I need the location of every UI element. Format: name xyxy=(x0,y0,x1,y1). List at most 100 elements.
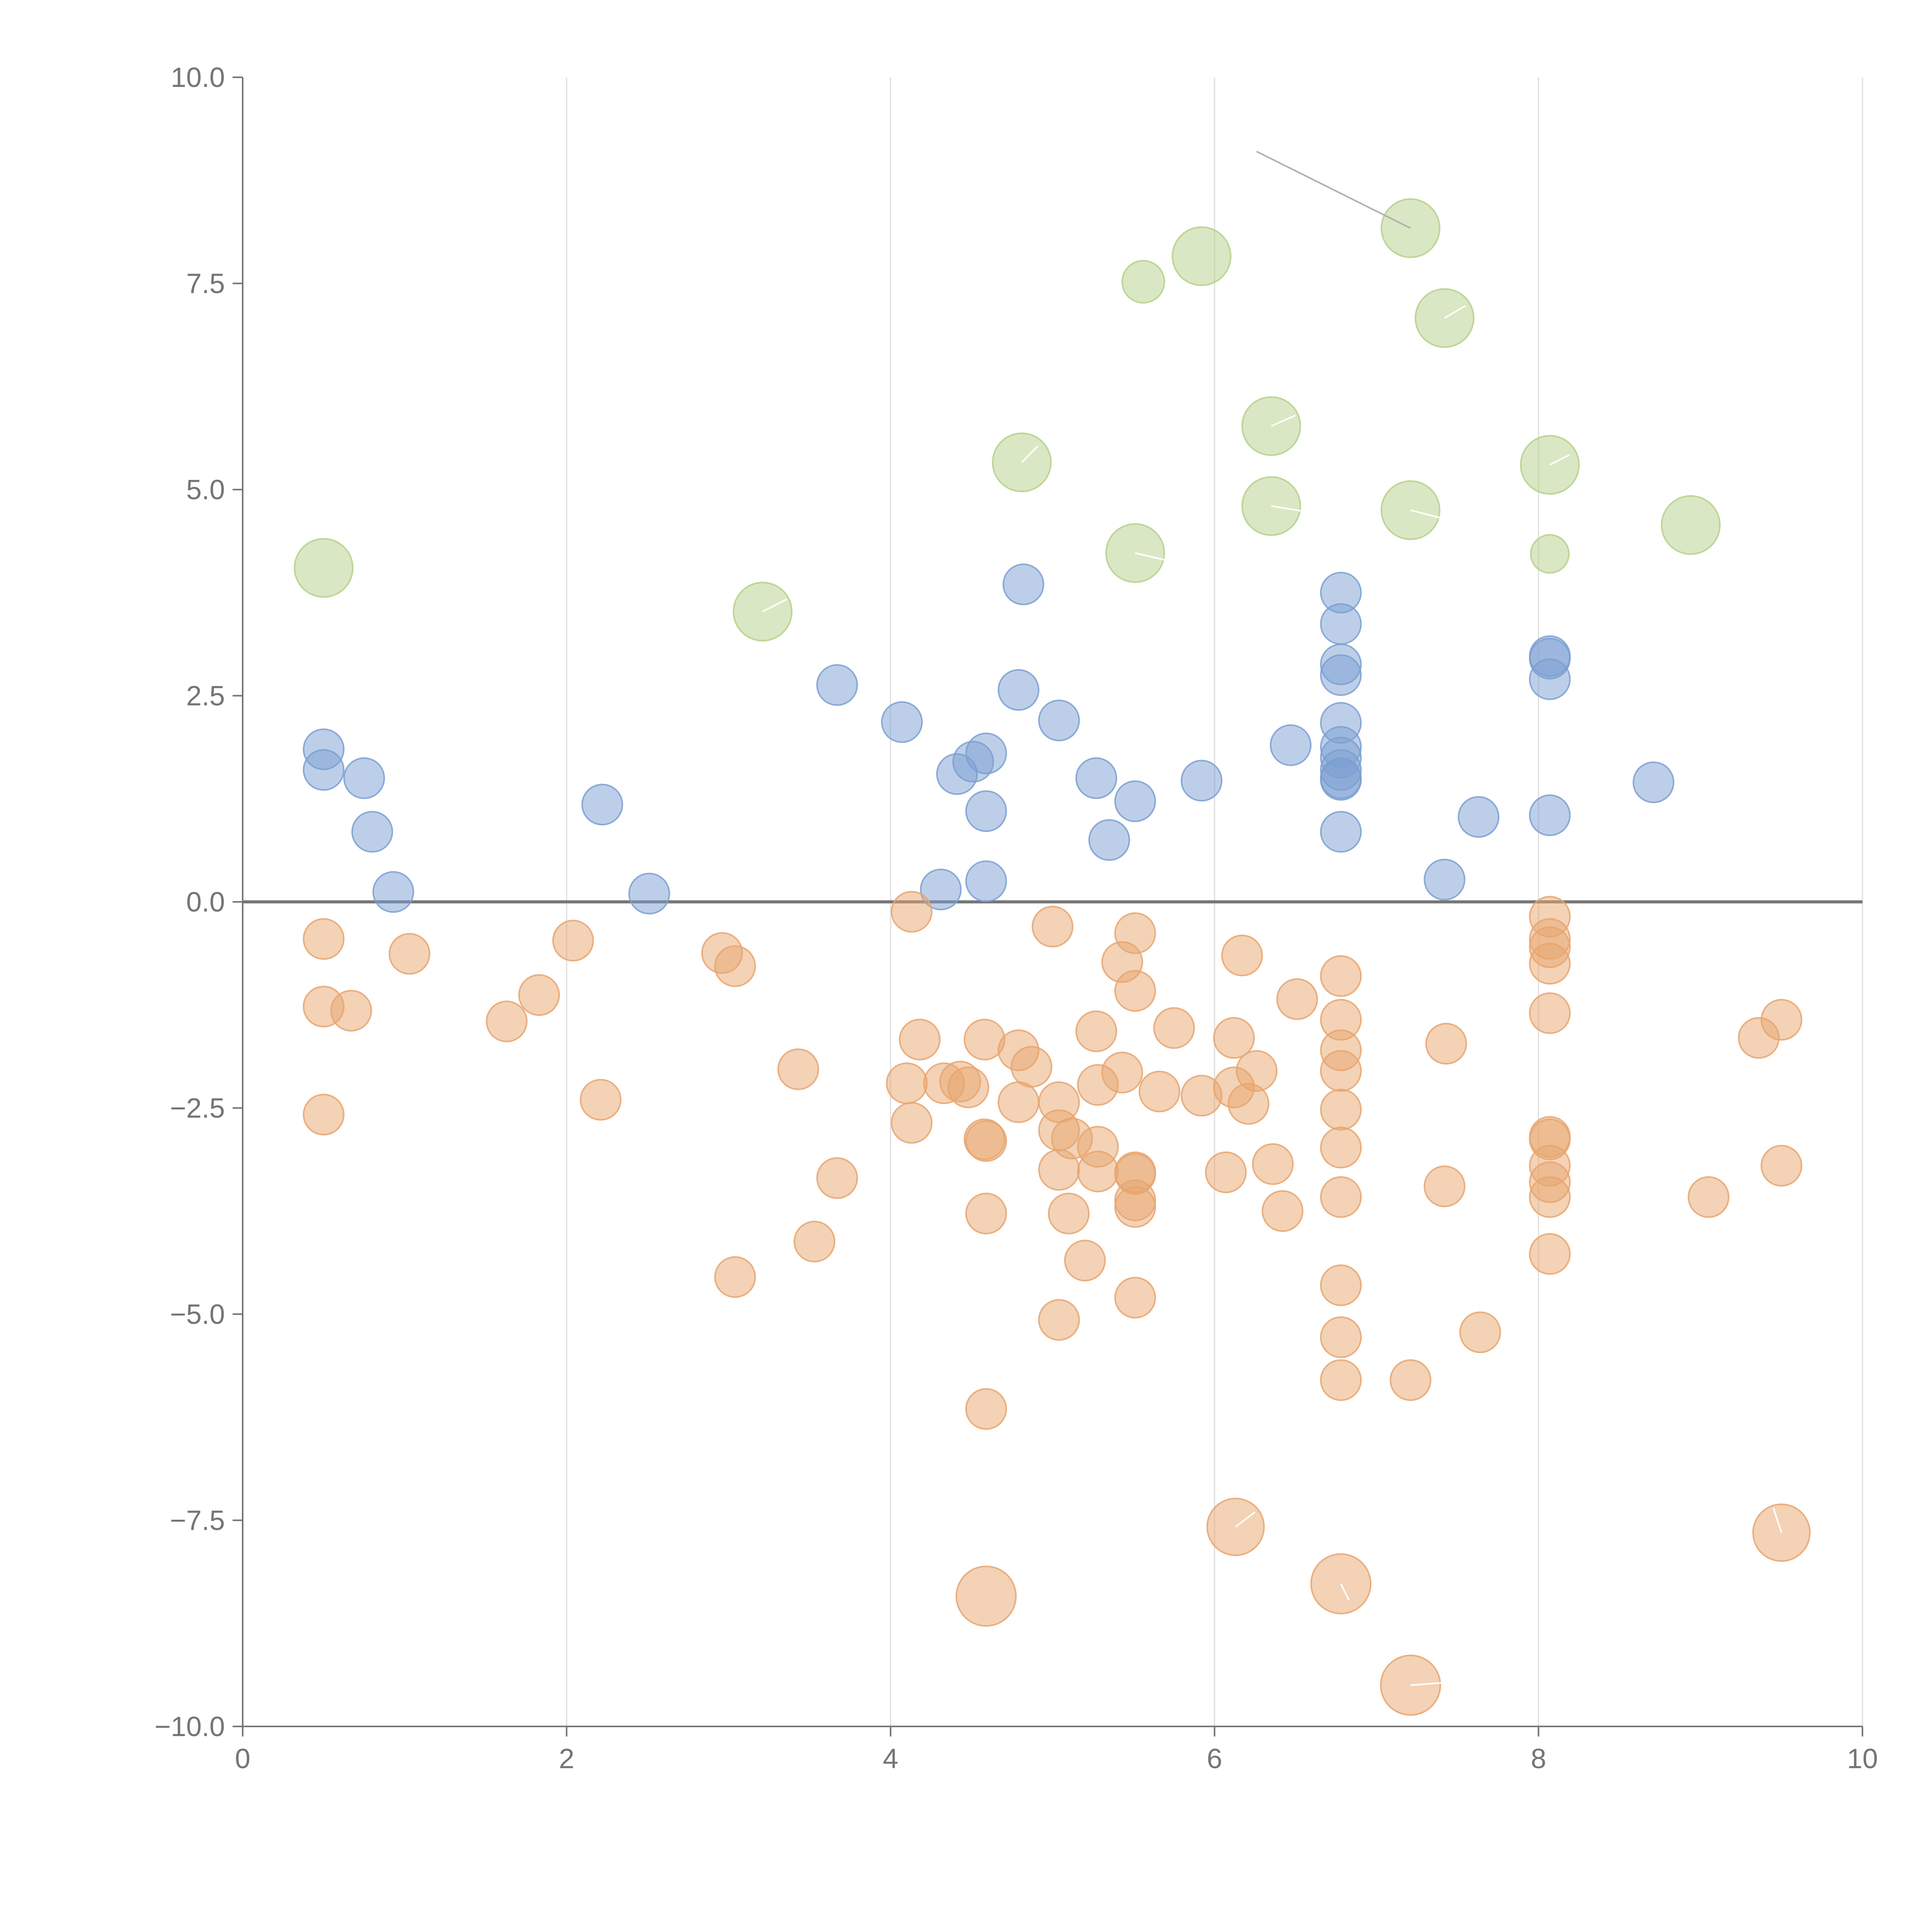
x-tick-label: 6 xyxy=(1207,1743,1222,1774)
point-positive-38 xyxy=(1529,658,1571,700)
callout-line-6 xyxy=(1410,509,1443,519)
point-positive-22 xyxy=(1270,724,1312,766)
point-negative-70 xyxy=(1320,1264,1362,1306)
point-negative-62 xyxy=(1276,978,1318,1020)
point-negative-26 xyxy=(965,1388,1007,1430)
point-positive-24 xyxy=(1320,603,1362,645)
callout-line-3 xyxy=(1135,552,1171,562)
callout-line-9 xyxy=(1235,1511,1256,1528)
x-tick-label: 4 xyxy=(883,1743,898,1774)
y-tick-label: −10.0 xyxy=(155,1711,225,1742)
x-tick-label: 2 xyxy=(559,1743,574,1774)
callout-line-5 xyxy=(1271,505,1307,513)
point-negative-76 xyxy=(1459,1311,1501,1353)
point-positive-13 xyxy=(965,790,1007,832)
point-negative-51 xyxy=(1138,1070,1180,1112)
point-negative-50 xyxy=(1114,1277,1156,1319)
point-negative-7 xyxy=(552,920,594,962)
point-negative-37 xyxy=(1064,1240,1106,1282)
y-tick-label: −2.5 xyxy=(170,1093,225,1124)
point-highlighted-13 xyxy=(1661,495,1721,555)
point-positive-6 xyxy=(628,872,670,915)
callout-line-10 xyxy=(1340,1583,1350,1601)
point-negative-29 xyxy=(1010,1046,1053,1088)
point-negative-5 xyxy=(486,1000,528,1043)
callout-lines xyxy=(762,151,1782,1686)
point-positive-16 xyxy=(1002,563,1044,605)
point-negative-16 xyxy=(891,891,933,933)
point-negative-17 xyxy=(891,1102,933,1144)
point-negative-81 xyxy=(1529,992,1571,1034)
point-negative-57 xyxy=(1221,934,1263,976)
point-positive-5 xyxy=(581,784,623,826)
point-highlighted-4 xyxy=(1121,260,1165,304)
point-negative-55 xyxy=(1213,1017,1255,1059)
point-negative-87 xyxy=(1529,1233,1571,1275)
point-positive-3 xyxy=(351,811,393,853)
point-positive-32 xyxy=(1320,759,1362,801)
point-positive-17 xyxy=(1038,699,1080,742)
point-negative-66 xyxy=(1320,1050,1362,1092)
callout-line-0 xyxy=(1256,151,1411,229)
point-negative-21 xyxy=(947,1066,990,1109)
point-negative-30 xyxy=(1032,906,1073,948)
point-negative-18 xyxy=(899,1019,941,1061)
point-negative-11 xyxy=(714,1256,756,1298)
y-tick-label: 0.0 xyxy=(186,887,225,918)
x-tick-label: 10 xyxy=(1847,1743,1878,1774)
point-negative-61 xyxy=(1262,1190,1304,1232)
point-positive-14 xyxy=(965,860,1007,902)
point-negative-49 xyxy=(1114,1186,1156,1228)
point-positive-21 xyxy=(1180,760,1223,802)
point-negative-13 xyxy=(793,1221,835,1263)
point-positive-39 xyxy=(1529,794,1571,836)
point-negative-45 xyxy=(1114,970,1156,1012)
y-tick-label: 7.5 xyxy=(186,269,225,299)
point-negative-34 xyxy=(1038,1299,1080,1341)
callout-line-12 xyxy=(1772,1507,1782,1533)
point-highlighted-6 xyxy=(1241,396,1301,456)
point-negative-60 xyxy=(1252,1143,1294,1185)
point-negative-44 xyxy=(1114,912,1156,954)
y-tick-label: 5.0 xyxy=(186,474,225,505)
point-negative-72 xyxy=(1320,1359,1362,1401)
point-negative-54 xyxy=(1205,1151,1247,1193)
x-tick-label: 8 xyxy=(1531,1743,1546,1774)
callout-line-7 xyxy=(1444,305,1466,319)
point-negative-38 xyxy=(1075,1010,1117,1053)
point-negative-15 xyxy=(886,1062,928,1104)
point-highlighted-10 xyxy=(1415,288,1475,348)
point-positive-18 xyxy=(1075,757,1117,799)
point-negative-59 xyxy=(1236,1050,1278,1092)
point-negative-8 xyxy=(580,1079,622,1121)
point-positive-2 xyxy=(343,757,385,799)
point-negative-88 xyxy=(1687,1176,1730,1218)
point-negative-43 xyxy=(1101,1051,1143,1094)
point-highlighted-11 xyxy=(1520,435,1580,495)
point-negative-71 xyxy=(1320,1316,1362,1358)
point-positive-15 xyxy=(997,669,1039,711)
point-negative-80 xyxy=(1529,943,1571,985)
point-negative-67 xyxy=(1320,1088,1362,1131)
point-positive-34 xyxy=(1423,859,1466,901)
point-highlighted-12 xyxy=(1530,534,1570,574)
callout-line-8 xyxy=(1549,454,1570,466)
callout-line-2 xyxy=(1021,445,1039,463)
point-positive-33 xyxy=(1320,811,1362,853)
point-negative-10 xyxy=(714,945,756,987)
point-negative-74 xyxy=(1423,1165,1466,1208)
point-positive-12 xyxy=(965,732,1007,774)
point-positive-35 xyxy=(1458,796,1500,838)
point-negative-63 xyxy=(1320,955,1362,997)
point-positive-26 xyxy=(1320,654,1362,696)
data-points xyxy=(294,198,1811,1716)
point-positive-19 xyxy=(1088,819,1130,861)
point-negative-4 xyxy=(388,933,430,975)
y-tick-label: 10.0 xyxy=(171,62,225,93)
point-negative-91 xyxy=(1760,1145,1803,1187)
point-negative-12 xyxy=(777,1048,819,1090)
point-negative-52 xyxy=(1153,1007,1195,1049)
point-positive-4 xyxy=(372,871,414,913)
y-tick-label: −5.0 xyxy=(170,1299,225,1330)
